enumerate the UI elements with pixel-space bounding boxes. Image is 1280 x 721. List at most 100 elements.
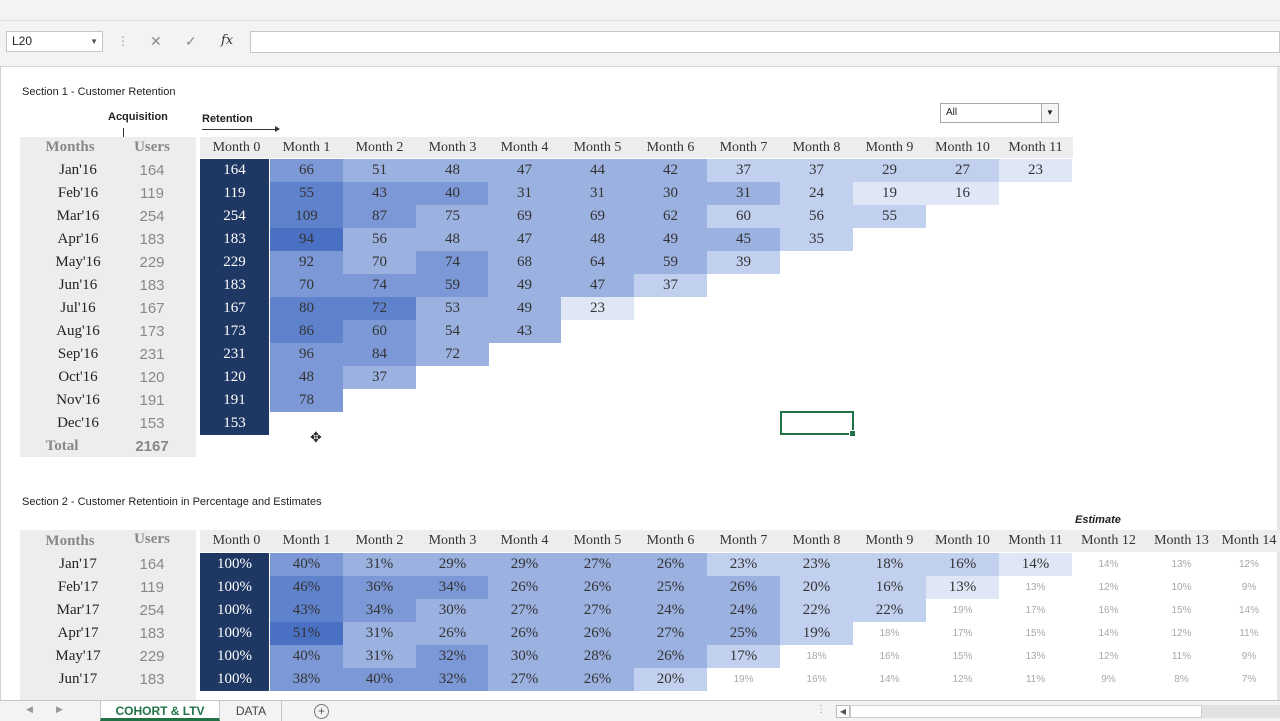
users-header[interactable]: Users — [134, 139, 170, 155]
retention-cell[interactable]: 43 — [343, 182, 416, 205]
row-month-label[interactable]: Apr'17 — [57, 625, 99, 641]
column-header[interactable]: Month 12 — [1081, 533, 1136, 548]
row-users-value[interactable]: 229 — [139, 254, 165, 271]
retention-cell[interactable]: 120 — [200, 366, 269, 389]
column-header[interactable]: Month 8 — [792, 533, 841, 548]
retention-cell[interactable]: 84 — [343, 343, 416, 366]
retention-cell[interactable]: 53 — [416, 297, 489, 320]
retention-cell[interactable]: 229 — [200, 251, 269, 274]
estimate-cell[interactable]: 8% — [1174, 674, 1189, 685]
percentage-cell[interactable]: 51% — [270, 622, 343, 645]
retention-cell[interactable]: 31 — [488, 182, 561, 205]
estimate-cell[interactable]: 10% — [1171, 582, 1192, 593]
percentage-cell[interactable]: 19% — [780, 622, 853, 645]
retention-cell[interactable]: 45 — [707, 228, 780, 251]
retention-cell[interactable]: 40 — [416, 182, 489, 205]
retention-cell[interactable]: 47 — [488, 159, 561, 182]
row-month-label[interactable]: Jan'17 — [59, 556, 97, 572]
row-month-label[interactable]: Jan'16 — [59, 162, 97, 178]
percentage-cell[interactable]: 100% — [200, 645, 269, 668]
retention-cell[interactable]: 164 — [200, 159, 269, 182]
retention-cell[interactable]: 183 — [200, 274, 269, 297]
retention-cell[interactable]: 167 — [200, 297, 269, 320]
percentage-cell[interactable]: 16% — [853, 576, 926, 599]
percentage-cell[interactable]: 26% — [634, 645, 707, 668]
estimate-cell[interactable]: 14% — [1238, 605, 1259, 616]
retention-cell[interactable]: 78 — [270, 389, 343, 412]
percentage-cell[interactable]: 26% — [561, 576, 634, 599]
retention-cell[interactable]: 68 — [488, 251, 561, 274]
column-header[interactable]: Month 9 — [865, 533, 914, 548]
percentage-cell[interactable]: 16% — [926, 553, 999, 576]
percentage-cell[interactable]: 100% — [200, 622, 269, 645]
row-users-value[interactable]: 164 — [139, 556, 165, 573]
estimate-cell[interactable]: 14% — [879, 674, 900, 685]
retention-cell[interactable]: 54 — [416, 320, 489, 343]
retention-cell[interactable]: 153 — [200, 412, 269, 435]
estimate-cell[interactable]: 13% — [1171, 559, 1192, 570]
column-header[interactable]: Month 10 — [935, 140, 990, 155]
percentage-cell[interactable]: 24% — [634, 599, 707, 622]
column-header[interactable]: Month 6 — [646, 140, 695, 155]
column-header[interactable]: Month 0 — [212, 533, 261, 548]
row-month-label[interactable]: Sep'16 — [57, 346, 99, 362]
retention-cell[interactable]: 51 — [343, 159, 416, 182]
row-month-label[interactable]: Jun'16 — [58, 277, 98, 293]
estimate-cell[interactable]: 7% — [1241, 674, 1257, 685]
retention-cell[interactable]: 92 — [270, 251, 343, 274]
percentage-cell[interactable]: 31% — [343, 622, 416, 645]
formula-input[interactable] — [250, 31, 1280, 53]
retention-cell[interactable]: 69 — [488, 205, 561, 228]
scroll-thumb[interactable] — [850, 705, 1202, 718]
column-header[interactable]: Month 1 — [282, 533, 331, 548]
row-users-value[interactable]: 229 — [139, 648, 165, 665]
cancel-icon[interactable]: ✕ — [150, 33, 162, 49]
percentage-cell[interactable]: 40% — [343, 668, 416, 691]
percentage-cell[interactable]: 20% — [634, 668, 707, 691]
retention-cell[interactable]: 72 — [343, 297, 416, 320]
column-header[interactable]: Month 5 — [573, 533, 622, 548]
percentage-cell[interactable]: 32% — [416, 668, 489, 691]
tab-splitter-icon[interactable]: ⋮ — [816, 704, 826, 715]
estimate-cell[interactable]: 15% — [1025, 628, 1046, 639]
retention-cell[interactable]: 80 — [270, 297, 343, 320]
percentage-cell[interactable]: 13% — [926, 576, 999, 599]
percentage-cell[interactable]: 34% — [416, 576, 489, 599]
percentage-cell[interactable]: 40% — [270, 553, 343, 576]
estimate-cell[interactable]: 19% — [733, 674, 754, 685]
row-month-label[interactable]: Oct'16 — [58, 369, 98, 385]
retention-cell[interactable]: 48 — [416, 159, 489, 182]
percentage-cell[interactable]: 26% — [416, 622, 489, 645]
percentage-cell[interactable]: 26% — [488, 576, 561, 599]
estimate-cell[interactable]: 13% — [1025, 582, 1046, 593]
row-month-label[interactable]: Mar'17 — [56, 602, 100, 618]
retention-cell[interactable]: 56 — [343, 228, 416, 251]
retention-cell[interactable]: 231 — [200, 343, 269, 366]
retention-cell[interactable]: 74 — [343, 274, 416, 297]
retention-cell[interactable]: 27 — [926, 159, 999, 182]
retention-cell[interactable]: 47 — [488, 228, 561, 251]
percentage-cell[interactable]: 24% — [707, 599, 780, 622]
percentage-cell[interactable]: 100% — [200, 553, 269, 576]
retention-cell[interactable]: 19 — [853, 182, 926, 205]
percentage-cell[interactable]: 23% — [780, 553, 853, 576]
column-header[interactable]: Month 11 — [1008, 533, 1063, 548]
retention-cell[interactable]: 29 — [853, 159, 926, 182]
retention-cell[interactable]: 48 — [270, 366, 343, 389]
percentage-cell[interactable]: 28% — [561, 645, 634, 668]
retention-cell[interactable]: 183 — [200, 228, 269, 251]
retention-cell[interactable]: 37 — [707, 159, 780, 182]
percentage-cell[interactable]: 23% — [707, 553, 780, 576]
row-users-value[interactable]: 119 — [140, 185, 164, 202]
months-header[interactable]: Months — [45, 139, 95, 155]
column-header[interactable]: Month 11 — [1008, 140, 1063, 155]
percentage-cell[interactable]: 26% — [707, 576, 780, 599]
estimate-cell[interactable]: 18% — [806, 651, 827, 662]
row-users-value[interactable]: 120 — [139, 369, 165, 386]
row-users-value[interactable]: 167 — [139, 300, 165, 317]
chevron-down-icon[interactable]: ▼ — [90, 37, 98, 46]
scroll-left-icon[interactable]: ◀ — [836, 705, 850, 718]
row-users-value[interactable]: 254 — [139, 602, 165, 619]
estimate-cell[interactable]: 12% — [1098, 651, 1119, 662]
retention-cell[interactable]: 55 — [270, 182, 343, 205]
